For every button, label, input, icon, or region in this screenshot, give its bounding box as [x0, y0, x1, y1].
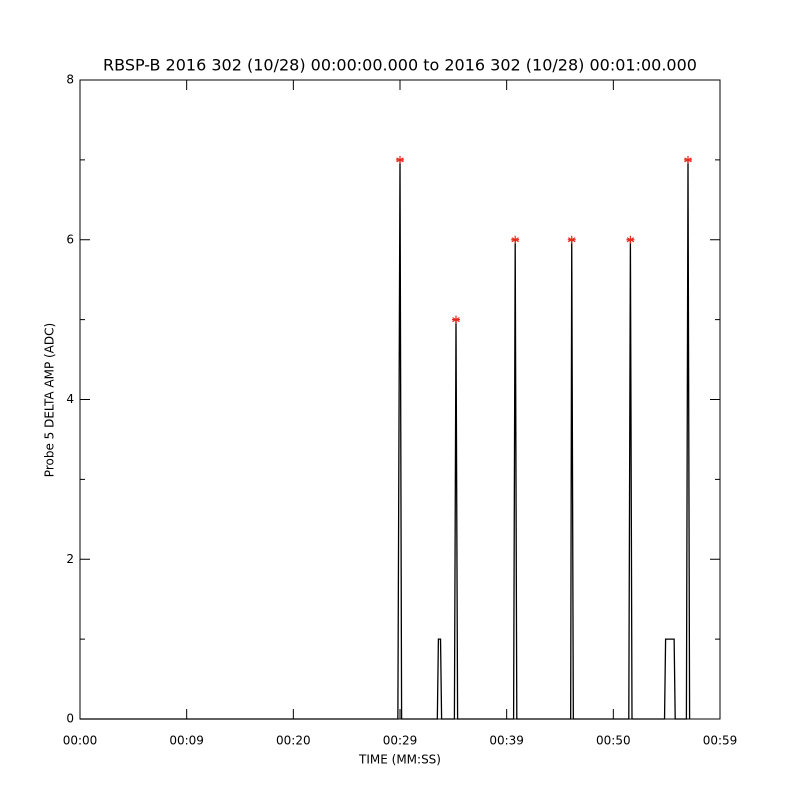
chart-title: RBSP-B 2016 302 (10/28) 00:00:00.000 to …	[103, 56, 697, 75]
star-marker	[684, 155, 692, 164]
x-tick-label: 00:50	[596, 734, 631, 748]
x-axis-label: TIME (MM:SS)	[358, 753, 441, 767]
x-tick-label: 00:59	[703, 734, 738, 748]
x-tick-label: 00:20	[276, 734, 311, 748]
x-tick-label: 00:29	[383, 734, 418, 748]
star-marker	[452, 315, 460, 324]
y-tick-label: 2	[66, 552, 74, 566]
star-marker	[567, 235, 576, 244]
star-marker	[511, 235, 520, 244]
star-marker	[396, 155, 404, 164]
y-axis-label: Probe 5 DELTA AMP (ADC)	[43, 323, 57, 477]
star-marker	[626, 235, 635, 244]
x-tick-label: 00:09	[169, 734, 204, 748]
y-tick-label: 6	[66, 232, 74, 246]
data-line	[80, 159, 691, 720]
x-tick-label: 00:39	[489, 734, 524, 748]
y-tick-label: 4	[66, 392, 74, 406]
y-tick-label: 8	[66, 73, 74, 87]
x-tick-label: 00:00	[63, 734, 98, 748]
y-tick-label: 0	[66, 712, 74, 726]
